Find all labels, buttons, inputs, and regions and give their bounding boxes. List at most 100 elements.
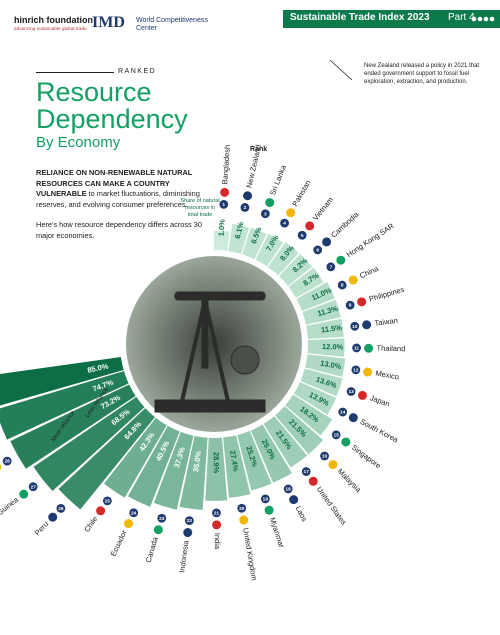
rank-number-20: 20 <box>239 506 245 512</box>
country-label-15: Singapore <box>350 443 383 471</box>
rank-number-24: 24 <box>131 510 137 516</box>
rank-number-21: 21 <box>214 510 220 516</box>
value-label-1: 1.0% <box>217 219 227 237</box>
rank-number-8: 8 <box>341 283 344 289</box>
series-title: Sustainable Trade Index 2023 <box>290 12 430 23</box>
country-label-1: Bangladesh <box>220 145 232 185</box>
kicker-rule <box>36 72 114 73</box>
rank-number-16: 16 <box>322 454 328 460</box>
flag-icon-19 <box>263 504 275 516</box>
country-label-14: South Korea <box>359 417 401 445</box>
rank-circle-18 <box>283 484 293 494</box>
rank-circle-21 <box>212 508 221 518</box>
rank-number-23: 23 <box>159 516 165 522</box>
rank-number-25: 25 <box>105 498 111 504</box>
flag-icon-23 <box>152 524 164 536</box>
bar-18 <box>250 424 292 483</box>
country-label-27: Papua New Guinea <box>0 495 21 543</box>
flag-icon-28 <box>0 462 3 472</box>
bar-19 <box>237 430 272 491</box>
hinrich-tagline: advancing sustainable global trade <box>14 26 87 31</box>
country-label-18: Laos <box>294 504 310 523</box>
country-label-24: Ecuador <box>109 528 129 558</box>
pump-jack-icon <box>154 291 266 413</box>
hinrich-logo: hinrich foundation <box>14 15 93 25</box>
rank-number-26: 26 <box>58 506 64 512</box>
bar-25 <box>104 417 167 498</box>
intro-bold: RELIANCE ON NON-RENEWABLE NATURAL RESOUR… <box>36 168 193 199</box>
country-label-26: Peru <box>33 520 50 538</box>
intro-paragraph: RELIANCE ON NON-RENEWABLE NATURAL RESOUR… <box>36 168 216 210</box>
bar-8 <box>296 281 335 311</box>
flag-icon-11 <box>363 342 375 354</box>
bar-6 <box>279 253 313 286</box>
country-label-9: Philippines <box>368 285 406 304</box>
rank-circle-4 <box>280 218 289 228</box>
rank-circle-12 <box>351 365 361 375</box>
flag-icon-13 <box>356 389 368 401</box>
bar-22 <box>179 435 208 510</box>
country-label-4: Pakistan <box>290 178 312 207</box>
country-label-12: Mexico <box>375 369 400 382</box>
rank-circle-19 <box>260 494 270 504</box>
bar-23 <box>153 431 194 510</box>
part-label: Part 4 <box>448 12 475 23</box>
bar-1 <box>213 230 230 251</box>
country-label-6: Cambodia <box>329 209 361 239</box>
country-label-23: Canada <box>144 535 160 564</box>
rank-circle-22 <box>184 516 194 526</box>
bar-30 <box>0 357 124 406</box>
rank-number-12: 12 <box>353 367 359 373</box>
flag-icon-18 <box>288 494 300 506</box>
value-label-21: 28.9% <box>212 452 221 474</box>
rank-circle-10 <box>350 321 360 331</box>
rank-circle-14 <box>338 407 348 417</box>
imd-line1: World Competitiveness <box>136 17 208 24</box>
bar-3 <box>242 227 267 260</box>
share-label-1: Share of natural <box>180 198 219 204</box>
bar-27 <box>33 396 145 491</box>
rank-circle-3 <box>260 209 270 219</box>
country-label-10: Taiwan <box>374 316 398 328</box>
intro-rest: to market fluctuations, diminishing rese… <box>36 189 200 209</box>
bar-21 <box>205 437 228 501</box>
bar-14 <box>293 381 337 415</box>
rank-circle-7 <box>326 262 336 272</box>
country-label-7: Hong Kong SAR <box>345 221 396 259</box>
bar-10 <box>306 318 344 339</box>
rank-circle-26 <box>56 503 66 513</box>
country-label-5: Vietnam <box>311 195 335 222</box>
bars-group <box>0 223 346 510</box>
flag-icon-8 <box>347 274 359 286</box>
rank-number-3: 3 <box>264 211 267 217</box>
rank-number-6: 6 <box>316 248 319 254</box>
country-label-25: Chile <box>82 515 99 534</box>
rank-circle-8 <box>337 280 347 290</box>
rank-number-13: 13 <box>348 389 354 395</box>
bar-16 <box>275 406 324 455</box>
title-subtitle: By Economy <box>36 134 121 151</box>
imd-line2: Center <box>136 25 158 32</box>
country-label-11: Thailand <box>376 343 405 353</box>
country-label-17: United States <box>315 485 349 527</box>
imd-logo: IMD <box>92 14 125 31</box>
rank-circle-5 <box>297 230 307 240</box>
rank-circle-11 <box>352 343 361 353</box>
rank-number-14: 14 <box>340 410 346 416</box>
share-label-3: total trade <box>188 212 212 218</box>
flag-icon-22 <box>182 527 194 539</box>
flag-icon-25 <box>95 505 107 517</box>
bar-7 <box>288 267 324 298</box>
flag-icon-14 <box>347 412 359 424</box>
rank-circle-13 <box>346 387 356 396</box>
flag-icon-26 <box>47 511 59 523</box>
flag-icon-7 <box>335 254 347 266</box>
rank-circle-27 <box>28 482 38 492</box>
rank-number-7: 7 <box>329 264 332 270</box>
annotation-leader <box>329 59 353 81</box>
flag-icon-27 <box>18 488 30 500</box>
rank-circle-25 <box>102 496 112 506</box>
bar-29 <box>0 371 129 440</box>
flag-icon-15 <box>340 436 352 448</box>
rank-number-5: 5 <box>301 233 304 239</box>
